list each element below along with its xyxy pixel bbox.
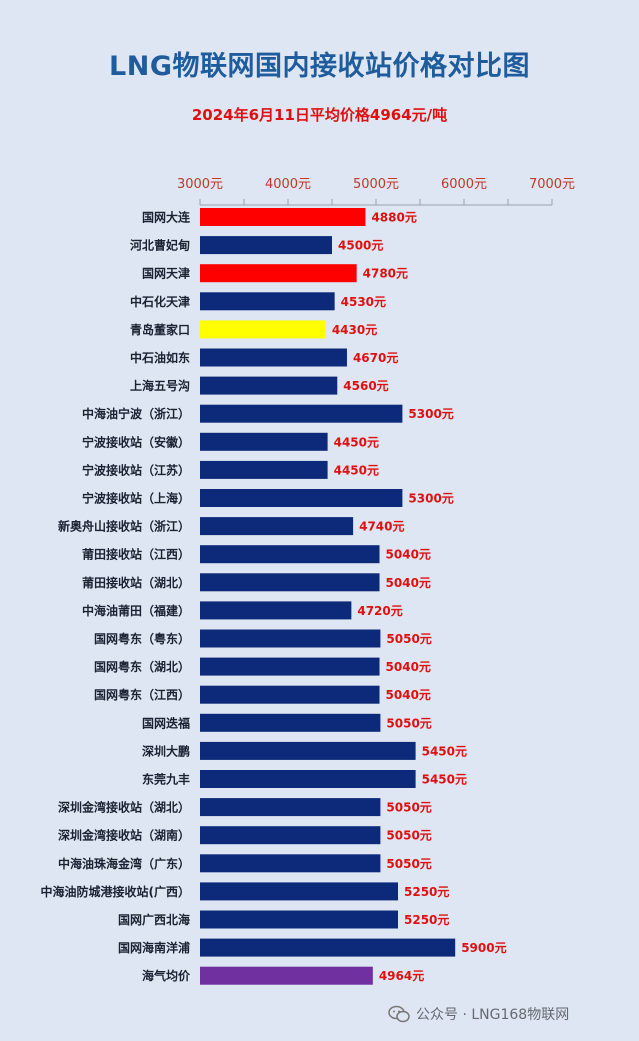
bar (200, 264, 357, 283)
wechat-icon (388, 1005, 410, 1023)
bar (200, 376, 338, 395)
category-label: 莆田接收站（湖北） (82, 575, 190, 590)
data-label: 5450元 (422, 773, 467, 787)
category-label: 国网粤东（湖北） (94, 659, 190, 674)
category-label: 宁波接收站（上海） (82, 491, 190, 506)
x-tick-label: 4000元 (265, 177, 311, 192)
category-label: 河北曹妃甸 (129, 238, 190, 253)
category-label: 宁波接收站（江苏） (82, 462, 190, 477)
category-label: 上海五号沟 (130, 378, 190, 393)
bar (200, 320, 326, 339)
category-label: 中海油珠海金湾（广东） (58, 856, 190, 871)
data-label: 4964元 (379, 969, 424, 983)
bar (200, 826, 381, 845)
bar (200, 292, 335, 311)
category-label: 国网海南洋浦 (118, 940, 190, 955)
bar (200, 460, 328, 479)
data-label: 5040元 (386, 688, 431, 702)
category-label: 国网粤东（粤东） (94, 631, 190, 646)
category-label: 国网迭福 (142, 715, 190, 730)
data-label: 5050元 (386, 632, 431, 646)
data-label: 5050元 (386, 829, 431, 843)
watermark: 公众号 · LNG168物联网 (388, 1004, 569, 1024)
bar (200, 966, 373, 985)
category-label: 国网粤东（江西） (94, 687, 190, 702)
data-label: 5050元 (386, 716, 431, 730)
category-label: 深圳金湾接收站（湖北） (58, 800, 190, 815)
category-label: 莆田接收站（江西） (82, 547, 190, 562)
x-tick-label: 3000元 (177, 177, 223, 192)
category-label: 中海油宁波（浙江） (82, 406, 190, 421)
bar (200, 517, 354, 536)
x-tick-label: 7000元 (529, 177, 575, 192)
chart-title: LNG物联网国内接收站价格对比图 (109, 51, 530, 82)
bar (200, 629, 381, 648)
bar (200, 770, 416, 788)
data-label: 5300元 (408, 407, 453, 421)
bar (200, 489, 403, 507)
category-label: 国网广西北海 (118, 912, 190, 927)
category-label: 深圳金湾接收站（湖南） (58, 828, 190, 843)
bar (200, 432, 328, 451)
category-label: 东莞九丰 (142, 772, 190, 787)
bar (200, 882, 398, 901)
category-label: 国网大连 (142, 210, 191, 225)
data-label: 4880元 (371, 211, 416, 225)
category-label: 深圳大鹏 (142, 743, 190, 758)
data-label: 4430元 (332, 323, 377, 337)
bar (200, 657, 380, 676)
bar (200, 798, 381, 817)
category-label: 中海油莆田（福建） (82, 603, 190, 618)
data-label: 4670元 (353, 351, 398, 365)
data-label: 4450元 (334, 463, 379, 477)
x-tick-label: 6000元 (441, 177, 487, 192)
data-label: 4450元 (334, 435, 379, 449)
bar (200, 601, 352, 620)
data-label: 5040元 (386, 576, 431, 590)
category-label: 中海油防城港接收站(广西） (41, 884, 191, 899)
bar (200, 685, 380, 704)
data-label: 5900元 (461, 941, 506, 955)
category-label: 国网天津 (142, 266, 190, 281)
category-label: 新奥舟山接收站（浙江） (58, 519, 190, 534)
data-label: 4740元 (359, 520, 404, 534)
bar (200, 404, 403, 423)
category-label: 中石化天津 (130, 294, 190, 309)
data-label: 4780元 (363, 267, 408, 281)
data-label: 5450元 (422, 744, 467, 758)
data-label: 4500元 (338, 239, 383, 253)
category-label: 宁波接收站（安徽） (82, 434, 190, 449)
data-label: 5040元 (386, 548, 431, 562)
watermark-text: 公众号 · LNG168物联网 (416, 1007, 570, 1023)
category-label: 中石油如东 (130, 350, 190, 365)
data-label: 5040元 (386, 660, 431, 674)
data-label: 4530元 (341, 295, 386, 309)
bar (200, 854, 381, 873)
bar (200, 938, 456, 957)
bar (200, 741, 416, 760)
bar (200, 713, 381, 732)
bar (200, 208, 366, 226)
data-label: 5050元 (386, 801, 431, 815)
data-label: 5300元 (408, 492, 453, 506)
data-label: 5050元 (386, 857, 431, 871)
data-label: 4720元 (357, 604, 402, 618)
bar (200, 348, 347, 367)
chart-subtitle: 2024年6月11日平均价格4964元/吨 (191, 106, 448, 124)
x-tick-label: 5000元 (353, 177, 399, 192)
data-label: 5250元 (404, 885, 449, 899)
data-label: 4560元 (343, 379, 388, 393)
data-label: 5250元 (404, 913, 449, 927)
bar (200, 910, 398, 929)
category-label: 海气均价 (142, 968, 191, 983)
bar (200, 573, 380, 592)
category-label: 青岛董家口 (130, 322, 190, 337)
bar (200, 236, 332, 255)
bar (200, 545, 380, 564)
